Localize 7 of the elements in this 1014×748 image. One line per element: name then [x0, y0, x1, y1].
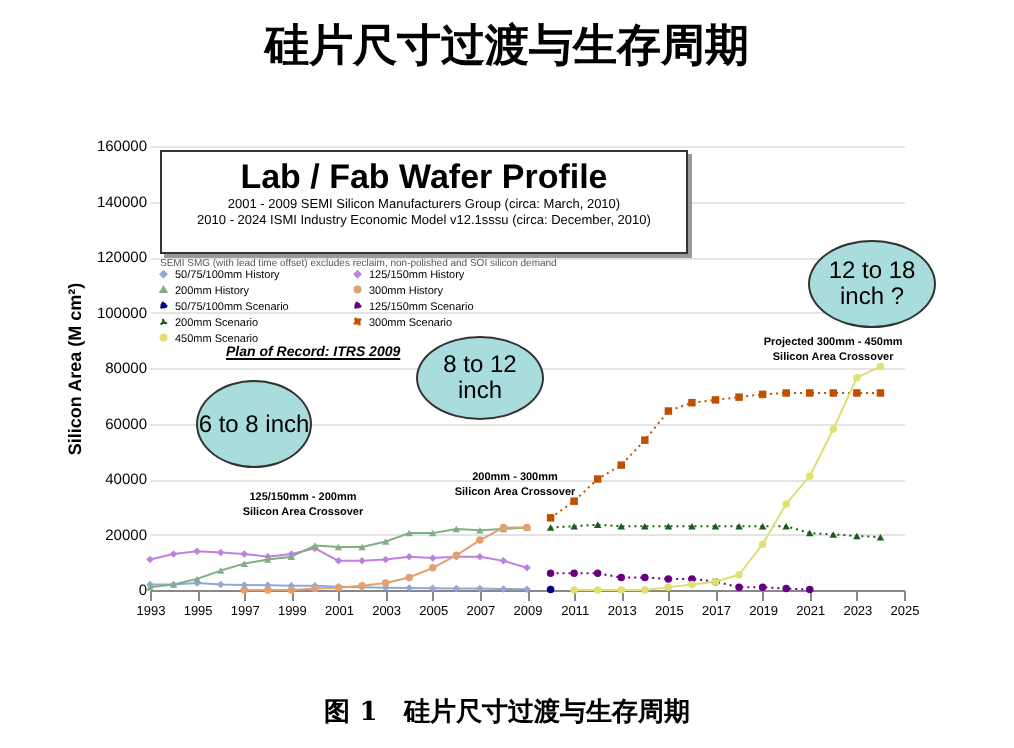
y-axis-title: Silicon Area (M cm²) [64, 282, 85, 456]
annotation: 6 to 8 inch [198, 409, 310, 437]
annotation: 8 to 12 inch [441, 350, 519, 404]
caption: 图 1 硅片尺寸过渡与生存周期 [322, 695, 692, 730]
chart-subtitle: Lab / Fab Wafer Profile [238, 158, 610, 198]
chart-title: 硅片尺寸过渡与生存周期 [261, 18, 751, 76]
annotation: 12 to 18 inch ? [826, 256, 918, 310]
